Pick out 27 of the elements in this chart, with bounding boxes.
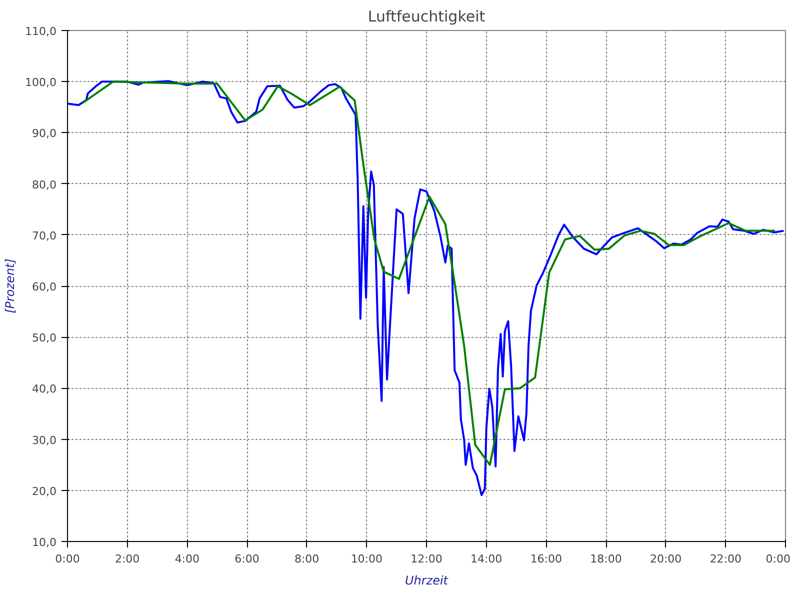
y-tick-label: 90,0: [32, 127, 57, 140]
x-tick-label: 12:00: [410, 552, 442, 566]
y-tick-label: 100,0: [25, 76, 57, 90]
y-tick-label: 110,0: [25, 25, 57, 38]
x-tick-label: 6:00: [234, 552, 260, 566]
y-tick-label: 20,0: [32, 484, 57, 498]
x-axis-title: Uhrzeit: [404, 574, 450, 588]
x-tick-label: 4:00: [174, 552, 200, 566]
x-tick-label: 10:00: [350, 552, 383, 566]
y-tick-label: 60,0: [32, 280, 57, 294]
y-tick-label: 10,0: [32, 536, 57, 549]
y-tick-label: 30,0: [32, 434, 57, 447]
y-axis-title: [Prozent]: [3, 258, 18, 314]
chart-title: Luftfeuchtigkeit: [368, 8, 486, 26]
y-tick-label: 80,0: [32, 178, 57, 192]
x-tick-label: 0:00: [766, 552, 790, 566]
x-tick-label: 18:00: [590, 552, 622, 566]
y-tick-label: 40,0: [32, 382, 57, 396]
x-tick-label: 16:00: [530, 552, 562, 566]
x-tick-label: 20:00: [650, 552, 682, 566]
x-tick-label: 22:00: [710, 552, 742, 566]
x-tick-label: 14:00: [470, 552, 502, 566]
y-tick-label: 50,0: [32, 332, 57, 345]
x-tick-label: 2:00: [114, 552, 140, 566]
x-tick-label: 8:00: [294, 552, 320, 566]
x-tick-label: 0:00: [55, 552, 80, 566]
y-tick-label: 70,0: [32, 229, 57, 242]
